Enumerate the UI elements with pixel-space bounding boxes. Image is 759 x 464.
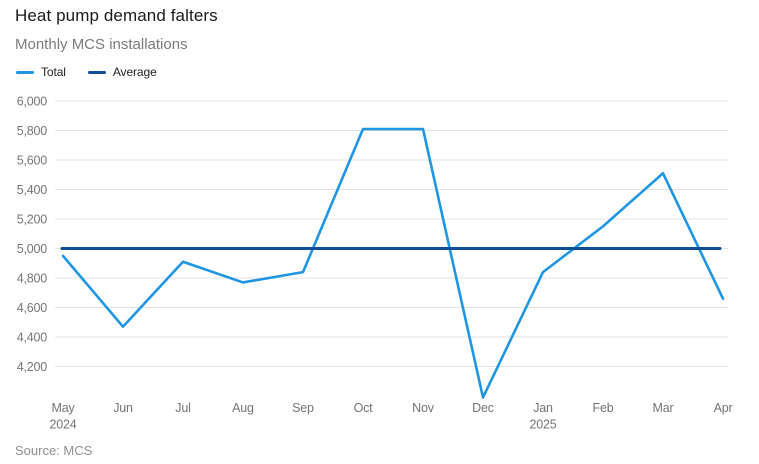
x-tick-label: Apr [714,401,733,415]
total-line-swatch-icon [16,70,34,74]
x-tick-label: Aug [232,401,254,415]
y-tick-label: 5,800 [17,124,48,138]
y-tick-label: 4,400 [17,331,48,345]
x-tick-label: Dec [472,401,494,415]
x-year-label: 2025 [529,418,556,432]
x-tick-labels: May Jun Jul Aug Sep Oct Nov Dec Jan Feb Mar Apr 2024… [49,401,732,432]
y-tick-labels: 4,200 4,400 4,600 4,800 5,000 5,200 5,400 5,600… [17,95,48,375]
y-tick-label: 5,400 [17,183,48,197]
x-tick-label: Jan [533,401,553,415]
y-tick-label: 4,200 [17,360,48,374]
x-tick-label: Feb [593,401,614,415]
y-gridlines [55,100,728,367]
chart-title: Heat pump demand falters [15,6,218,25]
y-tick-label: 5,000 [17,242,48,256]
x-tick-label: Nov [412,401,435,415]
y-tick-label: 5,200 [17,213,48,227]
y-tick-label: 6,000 [17,95,48,109]
y-tick-label: 4,800 [17,272,48,286]
total-line [61,127,725,399]
x-year-label: 2024 [49,418,76,432]
x-tick-label: Sep [292,401,314,415]
legend-item-total: Total [16,65,66,79]
x-tick-label: Jul [175,401,190,415]
legend-label-total: Total [41,65,66,79]
source-note: Source: MCS [15,443,93,458]
y-tick-label: 5,600 [17,154,48,168]
y-tick-label: 4,600 [17,301,48,315]
legend-item-average: Average [87,65,157,79]
x-tick-label: Mar [653,401,674,415]
chart-subtitle: Monthly MCS installations [15,36,188,53]
x-tick-label: May [51,401,75,415]
average-line-swatch-icon [87,70,106,74]
x-tick-label: Oct [354,401,374,415]
chart-legend: Total Average [16,65,157,79]
legend-label-average: Average [112,65,157,79]
x-tick-label: Jun [113,401,133,415]
